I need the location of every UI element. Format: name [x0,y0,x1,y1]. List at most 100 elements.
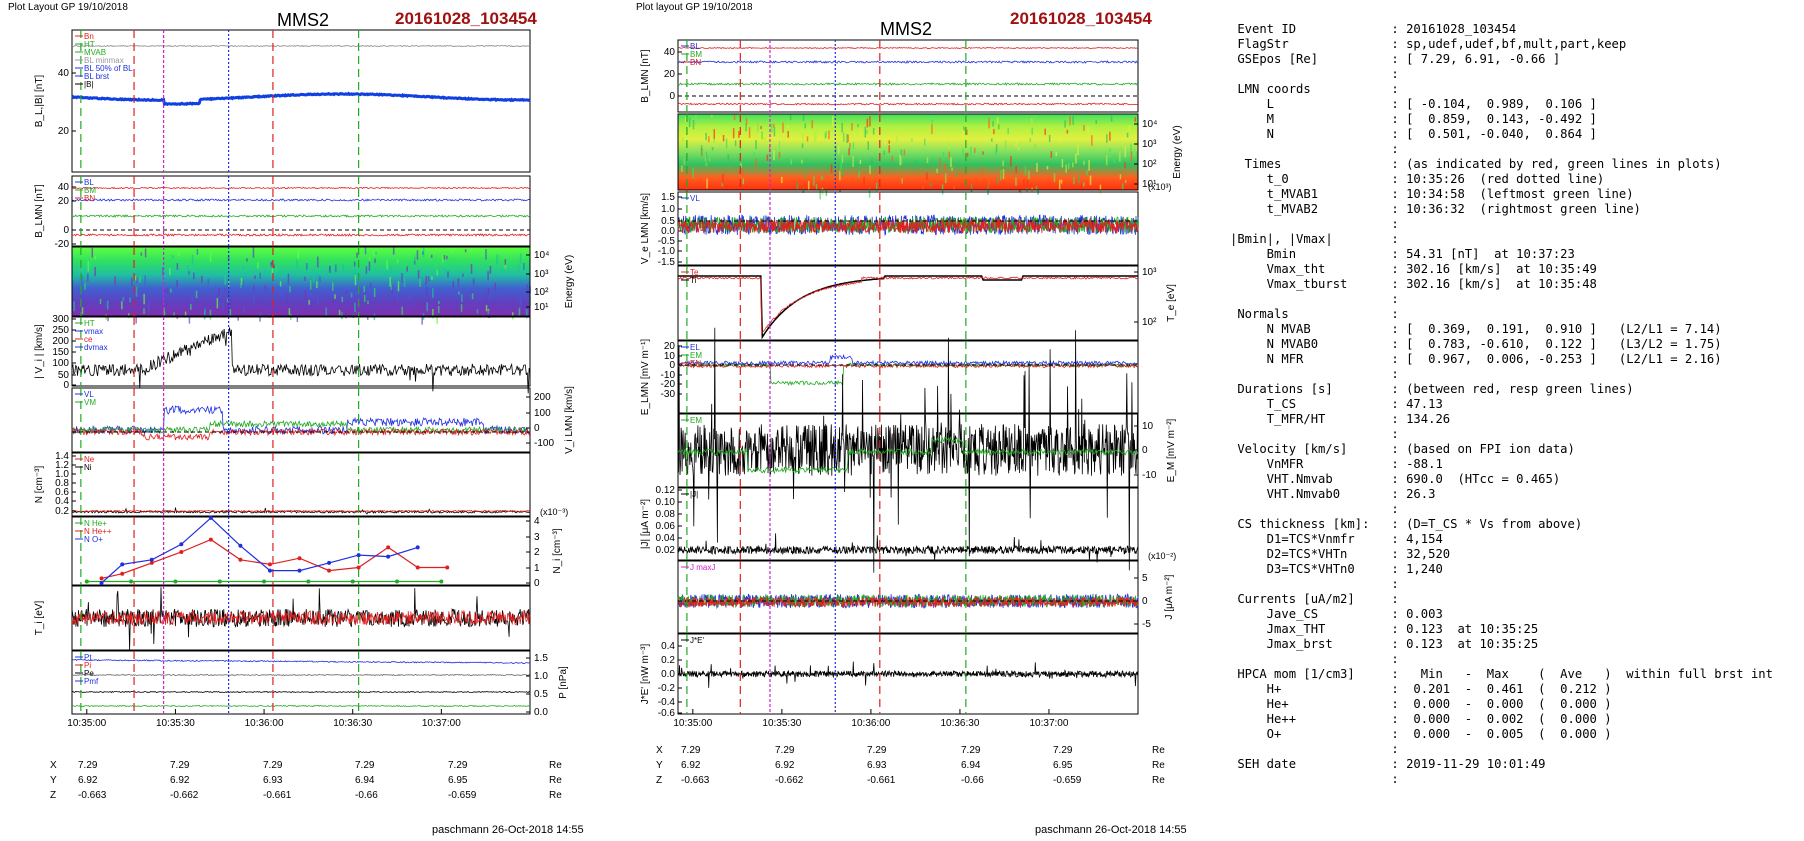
position-value: 6.92 [681,760,701,771]
spectrogram-pixel [304,276,306,281]
scale-label: (x10⁻³) [540,507,568,517]
y-tick-label: 40 [58,68,70,79]
position-value: 6.92 [170,775,190,786]
data-point [120,562,125,567]
spectrogram-pixel [1088,160,1090,171]
spectrogram-pixel [268,309,271,318]
y-tick-label: 0.4 [55,496,69,507]
spectrogram-pixel [430,254,433,258]
legend-entry: Ne [84,455,95,464]
spectrogram-pixel [866,118,869,128]
position-value: 7.29 [355,760,375,771]
spectrogram-pixel [432,288,434,298]
legend-entry: N He+ [84,519,107,528]
trace [71,214,531,218]
spectrogram-pixel [1135,152,1138,156]
spectrogram-pixel [889,164,891,170]
panel-spec: 10⁴ 10³ 10² 10¹ Energy (eV) [71,246,575,325]
spectrogram-pixel [401,273,403,283]
spectrogram-pixel [706,178,708,189]
spectrogram-pixel [263,269,266,276]
spectrogram-pixel [135,315,137,324]
spectrogram-pixel [476,309,479,314]
spectrogram-pixel [1106,134,1108,143]
data-point [386,554,391,559]
legend-entry: vmax [84,327,103,336]
data-point [297,556,302,561]
spectrogram-pixel [431,276,433,280]
spectrogram-pixel [1072,162,1074,168]
spectrogram-pixel [869,116,871,127]
position-value: -0.66 [355,790,378,801]
spectrogram-pixel [395,298,397,309]
spectrogram-pixel [963,126,965,131]
spectrogram-pixel [899,154,901,166]
spectrogram-pixel [832,116,834,127]
position-unit: Re [1152,775,1165,786]
spectrogram-pixel [1010,155,1012,167]
spectrogram-pixel [131,289,133,300]
trace [677,327,1139,573]
spectrogram-pixel [257,262,259,269]
spectrogram-pixel [489,265,492,274]
y-tick-label: 0 [534,423,540,434]
spectrogram-pixel [286,293,289,301]
trace [677,595,1139,609]
spectrogram-pixel [226,298,229,303]
spectrogram-pixel [316,281,318,289]
legend-entry: EL [690,343,700,352]
y-tick-label: -5 [1142,619,1151,630]
spectrogram-pixel [982,151,984,155]
spectrogram-pixel [708,157,711,162]
spectrogram-pixel [332,282,334,291]
spectrogram-pixel [287,273,290,285]
legend-entry: EM [690,351,702,360]
spectrogram-pixel [504,263,507,269]
spectrogram-pixel [335,264,337,273]
spectrogram-pixel [243,304,245,313]
spectrogram-pixel [773,126,776,137]
spectrogram-pixel [309,279,312,290]
spectrogram-pixel [396,259,399,264]
spectrogram-pixel [722,135,725,142]
spectrogram-pixel [428,307,431,318]
spectrogram-pixel [416,250,419,260]
panel-JLMN: 5 0 -5 J [μA m⁻²] (x10⁻²) J maxJ [677,551,1176,634]
spectrogram-pixel [526,309,528,319]
legend-entry: MVAB [84,48,106,57]
spectrogram-pixel [846,134,848,144]
spectrogram-pixel [498,255,501,259]
spectrogram-pixel [695,114,697,125]
spectrogram-pixel [1059,133,1062,143]
position-value: -0.659 [448,790,477,801]
data-point [120,571,125,576]
data-point [173,579,178,584]
spectrogram-pixel [1015,166,1017,173]
spectrogram-pixel [264,285,267,291]
spectrogram-pixel [390,266,392,275]
spectrogram-pixel [297,252,299,259]
y-tick-label: 1.4 [55,451,69,462]
y-tick-label: 20 [58,196,70,207]
spectrogram-pixel [787,124,789,129]
spectrogram-pixel [502,261,505,269]
spectrogram-pixel [847,134,849,143]
spectrogram-pixel [144,248,147,258]
spectrogram-pixel [1091,135,1093,146]
legend-entry: BL 50% of BL [84,64,133,73]
spectrogram-pixel [872,128,875,135]
spectrogram-pixel [214,285,216,293]
spectrogram-pixel [863,176,865,185]
spectrogram-pixel [824,133,827,139]
legend-entry: EM [690,416,702,425]
trace [71,419,531,435]
spectrogram-pixel [996,120,999,130]
axis-label: B_LMN [nT] [640,49,651,103]
spectrogram-pixel [688,117,691,128]
spectrogram-pixel [452,257,455,262]
spectrogram-pixel [1099,184,1102,194]
spectrogram-pixel [748,127,751,138]
spectrogram-pixel [884,139,887,146]
